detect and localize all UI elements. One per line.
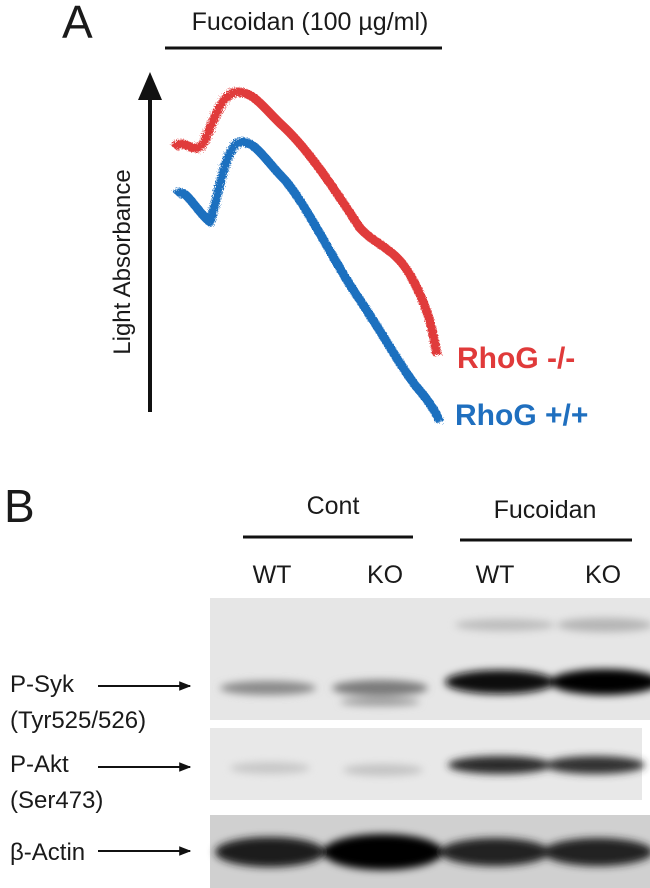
panel-label: A xyxy=(62,0,93,48)
bands xyxy=(230,756,645,776)
blot-label: P-Syk xyxy=(10,671,75,698)
treatment-label: Fucoidan (100 µg/ml) xyxy=(192,8,429,36)
axis-label: Light Absorbance xyxy=(109,169,136,354)
bands xyxy=(215,834,650,870)
blot-label: (Ser473) xyxy=(10,787,103,814)
legend-label: RhoG -/- xyxy=(457,342,575,375)
blot-label: P-Akt xyxy=(10,751,69,778)
blot xyxy=(210,598,650,720)
blot-label: β-Actin xyxy=(10,839,85,866)
group-label: Cont xyxy=(307,492,360,520)
panel-label: B xyxy=(4,480,35,532)
arrow-head xyxy=(138,72,162,100)
blot-label: (Tyr525/526) xyxy=(10,707,146,734)
trace xyxy=(172,137,445,424)
lane-label: KO xyxy=(367,561,403,589)
legend-label: RhoG +/+ xyxy=(455,399,588,432)
group-label: Fucoidan xyxy=(494,496,597,524)
trace xyxy=(170,87,442,356)
lane-label: WT xyxy=(253,561,292,589)
lane-label: KO xyxy=(585,561,621,589)
lane-label: WT xyxy=(476,561,515,589)
bands xyxy=(220,618,650,706)
